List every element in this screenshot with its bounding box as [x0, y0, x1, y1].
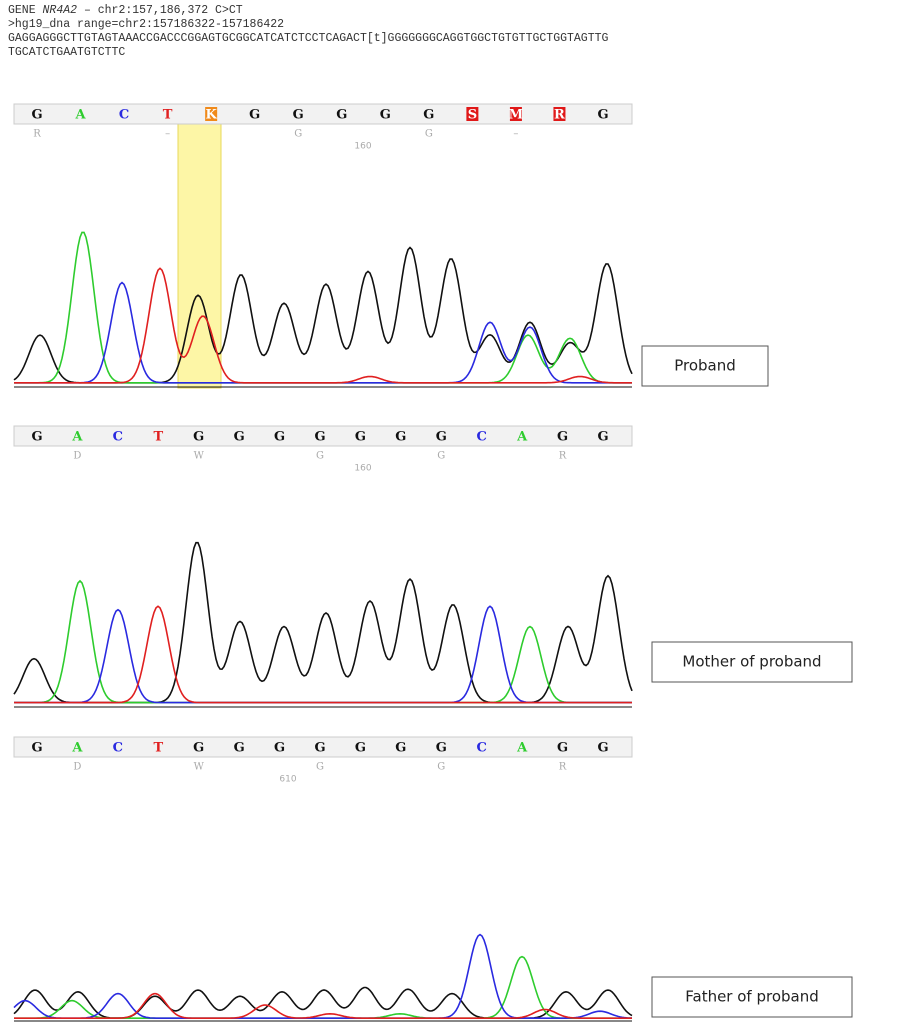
base-call: G	[336, 108, 347, 123]
position: 160	[354, 142, 371, 152]
secondary-call: R	[559, 451, 567, 462]
secondary-call: G	[316, 762, 324, 773]
page: {"header": {"line1_prefix": "GENE", "gen…	[0, 0, 909, 1023]
base-call: G	[234, 741, 245, 756]
trace	[14, 581, 632, 703]
secondary-call: –	[513, 129, 518, 140]
secondary-call: G	[437, 451, 445, 462]
base-call: G	[293, 108, 304, 123]
base-call: G	[395, 430, 406, 445]
base-call: G	[597, 741, 608, 756]
secondary-call: D	[73, 451, 81, 462]
base-call: M	[509, 108, 523, 123]
base-call: G	[314, 430, 325, 445]
trace	[14, 957, 632, 1019]
base-call: K	[205, 108, 217, 123]
base-call: G	[355, 741, 366, 756]
trace	[14, 994, 632, 1019]
base-call: R	[554, 108, 565, 123]
base-call: C	[113, 741, 123, 756]
secondary-call: G	[316, 451, 324, 462]
base-call: G	[31, 741, 42, 756]
base-call: T	[153, 741, 163, 756]
secondary-call: –	[165, 129, 170, 140]
base-bar	[14, 104, 632, 124]
trace	[14, 248, 632, 383]
base-call: T	[153, 430, 163, 445]
chromatograms: GRACT–KGGGGGGGSM–RG160ProbandGADCTGWGGGG…	[0, 0, 909, 1023]
base-call: G	[597, 108, 608, 123]
panel-label: Mother of proband	[682, 653, 821, 671]
base-call: G	[234, 430, 245, 445]
base-call: G	[274, 741, 285, 756]
base-call: C	[119, 108, 129, 123]
base-call: A	[71, 741, 83, 756]
base-call: C	[113, 430, 123, 445]
secondary-call: G	[425, 129, 433, 140]
base-call: A	[74, 108, 86, 123]
trace	[14, 232, 632, 382]
secondary-call: R	[559, 762, 567, 773]
base-call: C	[477, 741, 487, 756]
position: 160	[354, 464, 371, 474]
base-call: C	[477, 430, 487, 445]
base-call: G	[314, 741, 325, 756]
base-call: G	[31, 430, 42, 445]
base-call: G	[395, 741, 406, 756]
base-call: G	[355, 430, 366, 445]
panel-label: Proband	[674, 357, 736, 375]
base-call: G	[436, 741, 447, 756]
base-call: G	[274, 430, 285, 445]
secondary-call: G	[294, 129, 302, 140]
base-call: G	[249, 108, 260, 123]
base-call: T	[163, 108, 173, 123]
panel-label: Father of proband	[685, 988, 819, 1006]
base-call: G	[597, 430, 608, 445]
base-call: A	[71, 430, 83, 445]
trace	[14, 606, 632, 702]
base-call: G	[193, 430, 204, 445]
base-call: A	[516, 741, 528, 756]
secondary-call: R	[33, 129, 41, 140]
trace	[14, 606, 632, 702]
position: 610	[279, 775, 296, 785]
secondary-call: D	[73, 762, 81, 773]
base-call: G	[423, 108, 434, 123]
secondary-call: W	[194, 762, 205, 773]
base-call: G	[436, 430, 447, 445]
base-call: S	[468, 108, 477, 123]
base-call: A	[516, 430, 528, 445]
secondary-call: W	[194, 451, 205, 462]
base-call: G	[31, 108, 42, 123]
base-call: G	[557, 741, 568, 756]
secondary-call: G	[437, 762, 445, 773]
trace	[14, 543, 632, 703]
trace	[14, 935, 632, 1019]
base-call: G	[380, 108, 391, 123]
base-call: G	[193, 741, 204, 756]
base-call: G	[557, 430, 568, 445]
